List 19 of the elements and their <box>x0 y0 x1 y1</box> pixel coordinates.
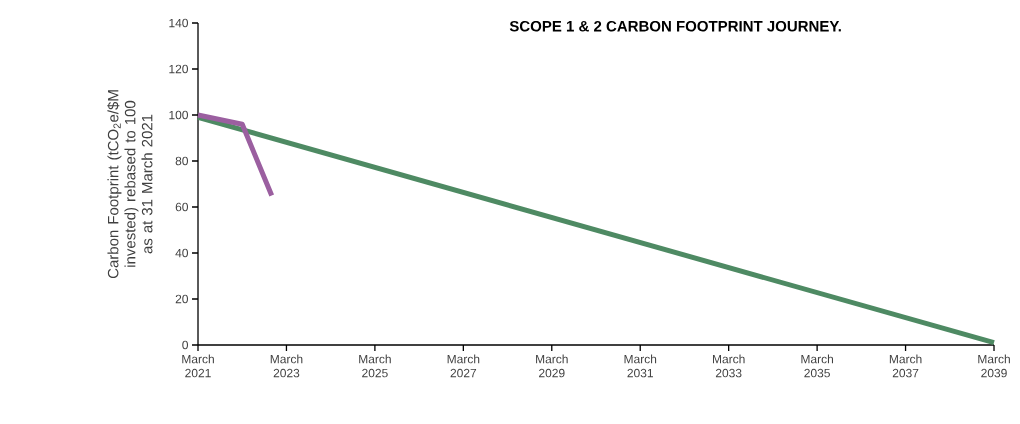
y-tick-label: 20 <box>175 294 189 304</box>
x-tick-label: March 2025 <box>359 354 391 378</box>
y-tick-label: 120 <box>169 64 189 74</box>
x-tick-label: March 2029 <box>536 354 568 378</box>
chart-title: SCOPE 1 & 2 CARBON FOOTPRINT JOURNEY. <box>509 20 841 32</box>
y-tick-label: 40 <box>175 248 189 258</box>
y-tick-label: 140 <box>169 18 189 28</box>
y-tick-label: 80 <box>175 156 189 166</box>
x-tick-label: March 2021 <box>182 354 214 378</box>
x-tick-label: March 2027 <box>447 354 480 378</box>
y-tick-label: 60 <box>175 202 189 212</box>
x-tick-label: March 2037 <box>889 354 922 378</box>
x-tick-label: March 2039 <box>978 354 1010 378</box>
x-tick-label: March 2033 <box>712 354 745 378</box>
x-tick-label: March 2031 <box>624 354 657 378</box>
x-tick-label: March 2035 <box>801 354 834 378</box>
y-tick-label: 0 <box>182 340 189 350</box>
y-tick-label: 100 <box>169 110 189 120</box>
x-tick-label: March 2023 <box>270 354 303 378</box>
